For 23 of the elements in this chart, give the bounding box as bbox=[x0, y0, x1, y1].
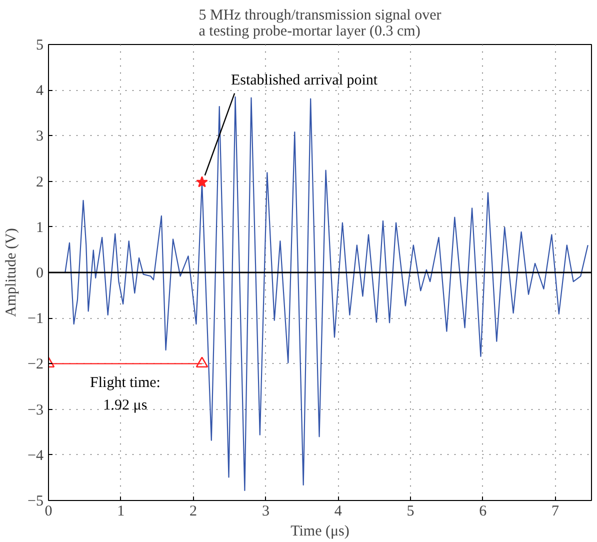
annotation: Established arrival point bbox=[230, 72, 378, 89]
y-tick-label: −3 bbox=[28, 402, 44, 418]
x-tick-label: 6 bbox=[479, 504, 488, 520]
x-tick-label: 1 bbox=[117, 504, 125, 520]
x-tick-label: 5 bbox=[406, 504, 414, 520]
annotation: Flight time: 1.92 μs bbox=[90, 375, 160, 414]
y-axis-title: Amplitude (V) bbox=[4, 228, 20, 317]
y-tick-label: 1 bbox=[36, 220, 44, 236]
y-tick-label: 5 bbox=[36, 38, 44, 54]
y-tick-label: −4 bbox=[28, 448, 44, 464]
x-tick-label: 4 bbox=[334, 504, 342, 520]
y-tick-label: −2 bbox=[28, 356, 44, 373]
x-tick-label: 7 bbox=[552, 504, 560, 520]
y-tick-label: −5 bbox=[28, 494, 44, 510]
y-tick-label: 4 bbox=[36, 83, 44, 100]
y-tick-label: 3 bbox=[36, 128, 44, 145]
y-tick-label: 2 bbox=[36, 174, 44, 190]
y-tick-label: −1 bbox=[28, 311, 44, 328]
x-tick-label: 3 bbox=[262, 504, 270, 520]
x-tick-label: 2 bbox=[190, 504, 198, 520]
x-axis-title: Time (μs) bbox=[290, 524, 350, 540]
y-tick-label: 0 bbox=[36, 266, 44, 282]
chart-title: 5 MHz through/transmission signal over a testing probe-mortar layer (0.3 cm) bbox=[198, 8, 442, 40]
